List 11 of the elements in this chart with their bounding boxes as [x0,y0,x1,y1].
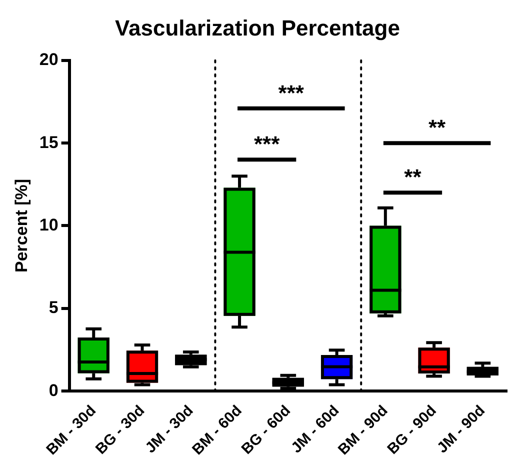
y-tick-label: 10 [39,215,58,234]
annotation: *** [278,80,304,106]
y-axis-title: Percent [%] [12,178,31,273]
y-tick-label: 20 [39,50,58,70]
y-tick-label: 0 [48,380,58,400]
annotation: *** [254,132,280,157]
annotation: ** [404,164,422,190]
y-tick-label: 5 [48,298,58,318]
annotation: ** [428,115,446,140]
chart-title: Vascularization Percentage [115,15,400,40]
y-tick-label: 15 [39,132,58,152]
